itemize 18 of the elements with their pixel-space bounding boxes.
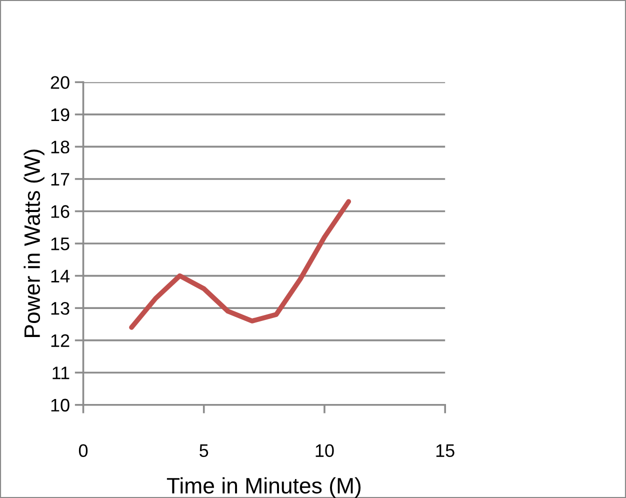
x-tick-label: 0 <box>78 444 88 458</box>
y-tick-label: 19 <box>51 108 70 122</box>
y-tick-label: 20 <box>50 76 70 89</box>
x-axis-title: Time in Minutes (M) <box>166 477 361 498</box>
x-tick-label: 15 <box>436 444 454 458</box>
y-axis-title: Power in Watts (W) <box>24 150 44 337</box>
y-tick-label: 12 <box>51 334 70 347</box>
y-tick-label: 14 <box>51 270 70 282</box>
y-tick-label: 11 <box>52 366 70 380</box>
y-tick-label: 10 <box>51 398 70 412</box>
x-tick-label: 5 <box>200 444 208 458</box>
y-tick-label: 16 <box>51 205 70 218</box>
x-tick-label: 10 <box>316 444 334 458</box>
y-tick-label: 13 <box>51 302 70 315</box>
y-tick-label: 15 <box>51 238 70 250</box>
y-tick-label: 18 <box>51 140 70 154</box>
y-tick-label: 17 <box>51 173 70 186</box>
line-series <box>129 199 352 330</box>
